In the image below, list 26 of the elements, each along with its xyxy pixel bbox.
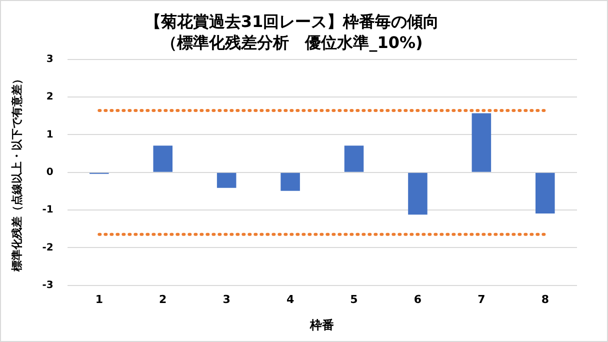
- x-tick-label: 7: [478, 292, 486, 306]
- y-tick-label: 0: [46, 166, 54, 178]
- bar: [344, 146, 364, 172]
- chart-title: 【菊花賞過去31回レース】枠番毎の傾向: [144, 12, 440, 31]
- y-tick-label: -3: [42, 280, 54, 291]
- bar: [536, 172, 555, 214]
- x-tick-label: 6: [414, 292, 422, 306]
- y-tick-label: -1: [42, 204, 54, 216]
- bar: [472, 113, 492, 172]
- bar: [153, 146, 173, 172]
- x-axis-title: 枠番: [309, 318, 334, 332]
- chart-subtitle: （標準化残差分析 優位水準_10%): [161, 32, 423, 52]
- bar: [280, 172, 300, 191]
- x-tick-label: 4: [286, 292, 294, 306]
- x-tick-label: 3: [222, 292, 230, 306]
- y-axis-title: 標準化残差（点線以上・以下で有意差）: [10, 73, 24, 272]
- y-tick-label: -2: [42, 242, 54, 254]
- bar: [408, 172, 428, 215]
- bar: [216, 172, 236, 188]
- y-tick-label: 3: [46, 54, 54, 65]
- y-tick-label: 1: [46, 129, 54, 140]
- x-tick-label: 1: [95, 292, 103, 306]
- x-tick-label: 5: [350, 292, 358, 306]
- x-tick-label: 8: [541, 292, 549, 306]
- x-tick-label: 2: [159, 292, 167, 306]
- y-tick-label: 2: [46, 92, 54, 103]
